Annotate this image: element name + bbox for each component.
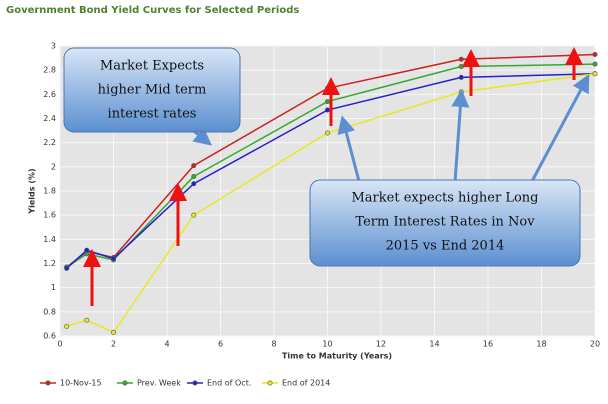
y-tick-label: 2 [51,162,56,171]
x-tick-label: 6 [218,340,223,349]
legend-label: Prev. Week [137,379,181,388]
annotation-text: interest rates [108,107,197,122]
annotation-text: Market expects higher Long [352,191,539,206]
legend-marker [122,380,128,386]
y-tick-label: 1.6 [43,211,56,220]
legend-label: End of Oct. [207,379,251,388]
y-tick-label: 3 [51,42,56,51]
y-tick-label: 1.4 [43,235,56,244]
data-point [111,329,117,335]
data-point [64,265,70,271]
data-point [324,85,330,91]
y-tick-label: 1 [51,283,56,292]
data-point [324,107,330,113]
x-axis-label: Time to Maturity (Years) [282,352,392,361]
x-tick-label: 16 [483,340,493,349]
data-point [191,212,197,218]
annotation-text: higher Mid term [98,83,207,98]
data-point [592,51,598,57]
annotation-text: Market Expects [100,59,204,74]
blue-arrow [528,74,590,186]
x-tick-label: 14 [429,340,439,349]
data-point [84,247,90,253]
data-point [458,64,464,70]
x-tick-label: 10 [322,340,332,349]
x-tick-label: 12 [376,340,386,349]
x-tick-label: 8 [271,340,276,349]
annotation-text: Term Interest Rates in Nov [355,215,535,230]
legend-marker [267,380,273,386]
annotation-text: 2015 vs End 2014 [386,239,505,254]
x-tick-label: 20 [590,340,600,349]
data-point [191,181,197,187]
callout-box [63,47,241,133]
data-point [458,56,464,62]
y-tick-label: 2.8 [43,66,56,75]
x-tick-label: 0 [57,340,62,349]
x-tick-label: 18 [536,340,546,349]
legend-label: 10-Nov-15 [60,379,102,388]
data-point [64,323,70,329]
x-tick-label: 4 [164,340,169,349]
data-point [84,317,90,323]
legend-marker [45,380,51,386]
chart-title: Government Bond Yield Curves for Selecte… [6,5,299,16]
data-point [111,256,117,262]
y-tick-label: 0.6 [43,332,56,341]
data-point [191,174,197,180]
data-point [324,130,330,136]
decorations [63,47,590,306]
legend-label: End of 2014 [282,379,330,388]
blue-arrow [337,115,362,186]
y-tick-label: 2.2 [43,138,56,147]
data-point [458,89,464,95]
callout-box [309,179,581,267]
data-point [592,61,598,67]
x-tick-label: 2 [111,340,116,349]
data-point [592,71,598,77]
y-tick-label: 1.8 [43,187,56,196]
data-point [191,163,197,169]
blue-arrow [451,89,470,183]
y-tick-label: 0.8 [43,307,56,316]
y-tick-label: 1.2 [43,259,56,268]
y-tick-label: 2.6 [43,90,56,99]
legend-marker [192,380,198,386]
y-axis-label: Yields (%) [28,168,37,214]
data-point [324,99,330,105]
y-tick-label: 2.4 [43,114,56,123]
data-point [458,74,464,80]
